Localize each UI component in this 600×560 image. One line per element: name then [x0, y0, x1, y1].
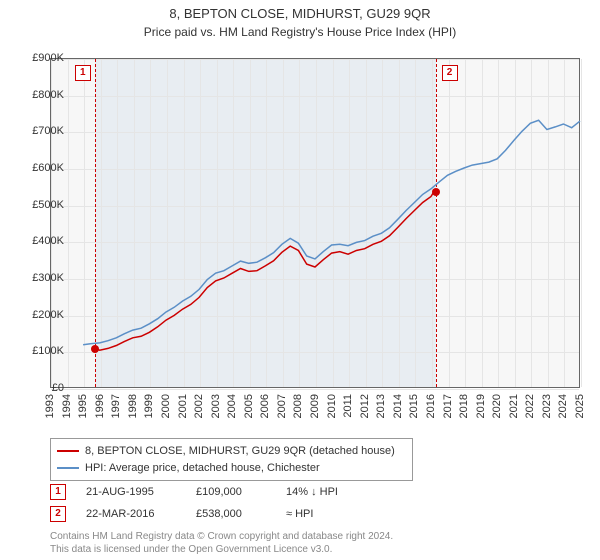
x-tick-label: 2007 [276, 394, 288, 418]
x-tick-label: 2018 [458, 394, 470, 418]
y-tick-label: £700K [20, 125, 64, 137]
x-tick-label: 2022 [524, 394, 536, 418]
y-tick-label: £300K [20, 272, 64, 284]
x-tick-label: 2006 [259, 394, 271, 418]
x-tick-label: 2000 [160, 394, 172, 418]
annotation-price-1: £109,000 [196, 486, 266, 498]
y-tick-label: £400K [20, 235, 64, 247]
x-tick-label: 1994 [61, 394, 73, 418]
x-tick-label: 2004 [226, 394, 238, 418]
marker-badge-2: 2 [50, 506, 66, 522]
legend-label-property: 8, BEPTON CLOSE, MIDHURST, GU29 9QR (det… [85, 443, 395, 460]
chart-lines [50, 58, 580, 388]
annotation-rel-1: 14% ↓ HPI [286, 486, 376, 498]
x-tick-label: 2001 [177, 394, 189, 418]
annotation-table: 1 21-AUG-1995 £109,000 14% ↓ HPI 2 22-MA… [50, 484, 376, 528]
legend: 8, BEPTON CLOSE, MIDHURST, GU29 9QR (det… [50, 438, 413, 481]
legend-swatch-hpi [57, 467, 79, 469]
legend-row-property: 8, BEPTON CLOSE, MIDHURST, GU29 9QR (det… [57, 443, 406, 460]
y-tick-label: £600K [20, 162, 64, 174]
x-tick-label: 2023 [541, 394, 553, 418]
legend-row-hpi: HPI: Average price, detached house, Chic… [57, 460, 406, 477]
footer-attribution: Contains HM Land Registry data © Crown c… [50, 530, 393, 556]
y-tick-label: £500K [20, 199, 64, 211]
y-tick-label: £100K [20, 345, 64, 357]
legend-swatch-property [57, 450, 79, 452]
x-tick-label: 1993 [44, 394, 56, 418]
x-tick-label: 2021 [508, 394, 520, 418]
annotation-rel-2: ≈ HPI [286, 508, 376, 520]
x-tick-label: 1999 [143, 394, 155, 418]
legend-label-hpi: HPI: Average price, detached house, Chic… [85, 460, 320, 477]
x-tick-label: 2014 [392, 394, 404, 418]
marker-badge-1: 1 [50, 484, 66, 500]
annotation-row-2: 2 22-MAR-2016 £538,000 ≈ HPI [50, 506, 376, 522]
x-tick-label: 1996 [94, 394, 106, 418]
x-tick-label: 2009 [309, 394, 321, 418]
x-tick-label: 2012 [359, 394, 371, 418]
x-tick-label: 2003 [210, 394, 222, 418]
x-tick-label: 2005 [243, 394, 255, 418]
annotation-date-1: 21-AUG-1995 [86, 486, 176, 498]
annotation-date-2: 22-MAR-2016 [86, 508, 176, 520]
x-tick-label: 2025 [574, 394, 586, 418]
y-tick-label: £900K [20, 52, 64, 64]
x-tick-label: 2017 [442, 394, 454, 418]
page-subtitle: Price paid vs. HM Land Registry's House … [0, 25, 600, 39]
y-tick-label: £800K [20, 89, 64, 101]
chart-container: 8, BEPTON CLOSE, MIDHURST, GU29 9QR Pric… [0, 6, 600, 560]
x-tick-label: 2002 [193, 394, 205, 418]
annotation-price-2: £538,000 [196, 508, 266, 520]
x-tick-label: 2010 [326, 394, 338, 418]
footer-line-1: Contains HM Land Registry data © Crown c… [50, 530, 393, 543]
series-line-hpi [83, 120, 580, 344]
x-tick-label: 2008 [292, 394, 304, 418]
x-tick-label: 2015 [408, 394, 420, 418]
y-tick-label: £200K [20, 309, 64, 321]
x-tick-label: 2011 [342, 394, 354, 418]
x-tick-label: 1995 [77, 394, 89, 418]
footer-line-2: This data is licensed under the Open Gov… [50, 543, 393, 556]
x-tick-label: 2016 [425, 394, 437, 418]
x-tick-label: 1998 [127, 394, 139, 418]
y-tick-label: £0 [20, 382, 64, 394]
annotation-row-1: 1 21-AUG-1995 £109,000 14% ↓ HPI [50, 484, 376, 500]
x-tick-label: 2024 [557, 394, 569, 418]
x-tick-label: 2013 [375, 394, 387, 418]
page-title: 8, BEPTON CLOSE, MIDHURST, GU29 9QR [0, 6, 600, 23]
x-tick-label: 2020 [491, 394, 503, 418]
x-tick-label: 2019 [475, 394, 487, 418]
price-chart: 12 [50, 58, 580, 388]
x-tick-label: 1997 [110, 394, 122, 418]
